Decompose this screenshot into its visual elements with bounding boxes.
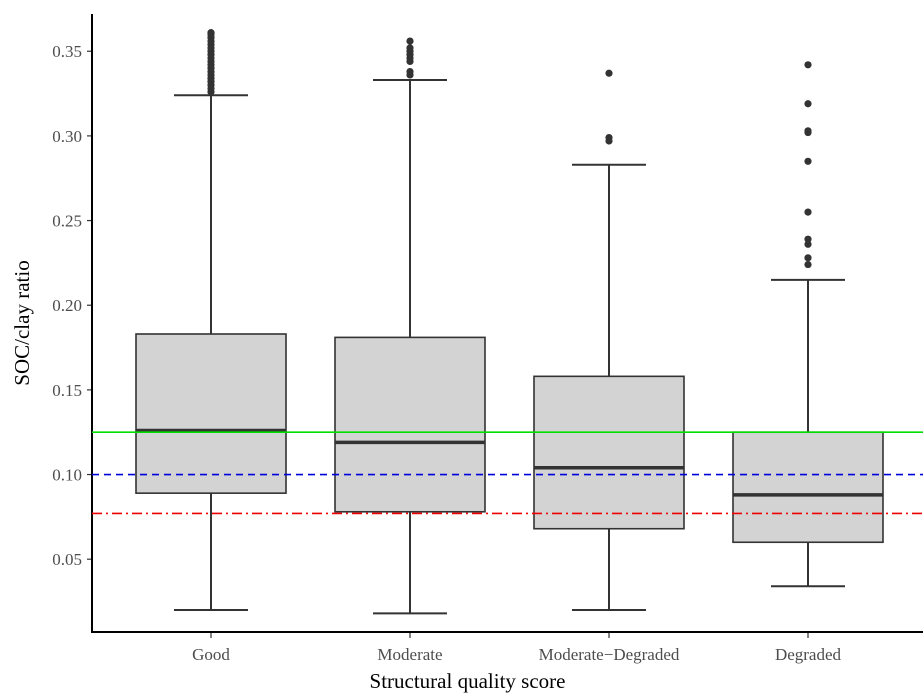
- outlier-point: [804, 61, 812, 69]
- reference-lines: [92, 431, 923, 515]
- box-iqr: [135, 333, 287, 494]
- y-tick-label: 0.10: [52, 466, 82, 485]
- outlier-point: [804, 127, 812, 135]
- y-tick-label: 0.30: [52, 127, 82, 146]
- outlier-point: [605, 134, 613, 142]
- outlier-point: [804, 260, 812, 269]
- outlier-point: [406, 67, 414, 76]
- y-axis-title: SOC/clay ratio: [10, 260, 34, 385]
- box-3: [732, 61, 884, 588]
- outlier-point: [207, 29, 215, 37]
- box-1: [334, 37, 486, 615]
- x-tick-label: Degraded: [775, 645, 842, 664]
- outlier-point: [406, 44, 414, 52]
- box-iqr: [334, 336, 486, 513]
- x-tick-label: Good: [192, 645, 230, 664]
- y-tick-label: 0.20: [52, 296, 82, 315]
- outlier-point: [804, 100, 812, 108]
- box-iqr: [732, 431, 884, 544]
- x-axis-ticks: Good Moderate Moderate−Degraded Degraded: [192, 632, 842, 664]
- box-2: [533, 69, 685, 611]
- outlier-point: [406, 37, 414, 45]
- x-tick-label: Moderate: [377, 645, 442, 664]
- x-axis-title: Structural quality score: [370, 669, 566, 693]
- outlier-point: [605, 69, 613, 77]
- x-tick-label: Moderate−Degraded: [539, 645, 680, 664]
- y-axis-ticks: 0.05 0.10 0.15 0.20 0.25 0.30 0.35: [52, 42, 92, 569]
- y-tick-label: 0.05: [52, 550, 82, 569]
- outlier-point: [804, 235, 812, 243]
- outlier-point: [804, 240, 812, 248]
- outlier-point: [804, 157, 812, 165]
- outlier-point: [804, 208, 812, 216]
- y-tick-label: 0.25: [52, 212, 82, 231]
- y-tick-label: 0.35: [52, 42, 82, 61]
- box-0: [135, 29, 287, 611]
- boxes-group: [135, 29, 884, 615]
- outlier-point: [804, 254, 812, 262]
- y-tick-label: 0.15: [52, 381, 82, 400]
- box-iqr: [533, 375, 685, 530]
